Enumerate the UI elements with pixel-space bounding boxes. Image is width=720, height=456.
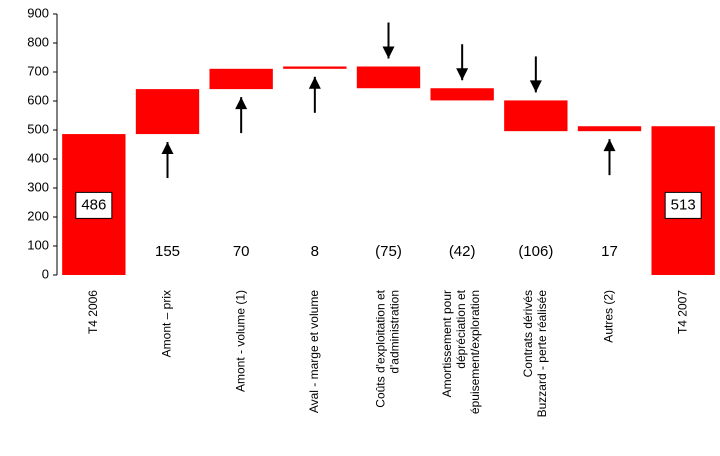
- label-box: [75, 191, 113, 219]
- arrow-head: [308, 76, 321, 89]
- x-tick-label: Amont – prix: [160, 290, 174, 357]
- bar: [430, 88, 494, 101]
- y-tick-label: 700: [27, 63, 49, 78]
- value-label: (42): [449, 243, 476, 260]
- x-tick-label: T4 2006: [86, 290, 100, 334]
- value-label: (106): [518, 243, 553, 260]
- x-tick-label: Coûts d'exploitation etd'administration: [374, 289, 402, 407]
- value-label: 70: [233, 243, 250, 260]
- x-tick-label: T4 2007: [675, 290, 689, 334]
- value-label: 17: [601, 243, 618, 260]
- bar: [356, 66, 421, 89]
- y-tick-label: 200: [27, 208, 49, 223]
- y-tick-label: 500: [27, 121, 49, 136]
- bar: [135, 89, 200, 135]
- bar: [209, 68, 273, 90]
- bar: [577, 126, 642, 132]
- arrow-head: [382, 46, 395, 59]
- x-tick-label: Aval - marge et volume: [307, 290, 321, 413]
- arrow-head: [529, 80, 542, 93]
- x-tick-label: Autres (2): [602, 290, 616, 343]
- x-tick-label: Amortissement pourdépréciation etépuisem…: [440, 289, 482, 414]
- y-tick-label: 600: [27, 92, 49, 107]
- bar: [504, 100, 568, 132]
- y-tick-label: 300: [27, 179, 49, 194]
- y-tick-label: 800: [27, 34, 49, 49]
- value-label: 513: [671, 196, 696, 213]
- arrow-head: [161, 142, 174, 155]
- value-label: 8: [311, 243, 319, 260]
- y-tick-label: 0: [42, 266, 49, 281]
- value-label: (75): [375, 243, 402, 260]
- value-label: 155: [155, 243, 180, 260]
- label-box: [664, 191, 702, 219]
- y-tick-label: 900: [27, 5, 49, 20]
- y-tick-label: 400: [27, 150, 49, 165]
- x-tick-label: Amont - volume (1): [233, 290, 247, 392]
- arrow-head: [456, 68, 469, 81]
- y-tick-label: 100: [27, 237, 49, 252]
- bar: [283, 66, 347, 69]
- arrow-head: [235, 97, 248, 110]
- arrow-head: [603, 139, 616, 152]
- value-label: 486: [81, 196, 106, 213]
- x-tick-label: Contrats dérivésBuzzard - perte réalisée: [521, 290, 549, 418]
